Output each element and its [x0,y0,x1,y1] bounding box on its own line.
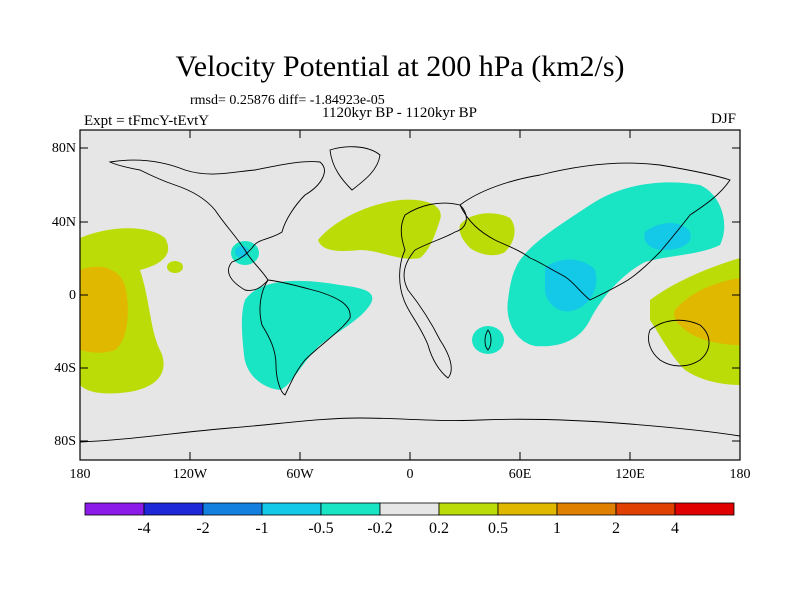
field-asia-negative-core-japan [644,223,691,250]
colorbar-label: -2 [196,520,210,537]
experiment-label: Expt = tFmcY-tEvtY [84,113,210,129]
colorbar-label: -4 [137,520,151,537]
colorbar-swatch [615,502,676,516]
field-atlantic-positive [318,199,441,259]
colorbar-swatch [674,502,735,516]
colorbar-swatch [261,502,322,516]
colorbar-swatch [379,502,440,516]
season-label: DJF [711,111,737,127]
colorbar-swatch [84,502,145,516]
colorbar-swatch [497,502,558,516]
map-frame [79,129,741,461]
colorbar-label: 4 [671,520,679,537]
lon-ticks [189,130,631,460]
coast-europe-africa [399,202,467,379]
lat-ticks [80,147,740,442]
lon-label-180w: 180 [69,467,91,482]
colorbar-label: -0.2 [367,520,393,537]
lon-label-0: 0 [406,467,414,482]
lon-label-180e: 180 [729,467,751,482]
colorbar-swatch [556,502,617,516]
lat-label-80s: 80S [54,434,76,449]
coast-asia [459,162,731,301]
field-madagascar-negative [472,326,504,354]
colorbar-swatch [143,502,204,516]
colorbar-swatch [202,502,263,516]
map-background [80,130,740,460]
lat-label-40s: 40S [54,361,76,376]
colorbar-label: -0.5 [308,520,334,537]
colorbar-label: 1 [553,520,561,537]
field-west-pacific-positive-core [674,278,740,345]
colorbar [84,502,735,516]
colorbar-swatch [438,502,499,516]
field-pacific-positive-core [80,266,128,353]
coast-australia [648,319,710,367]
colorbar-label: 0.2 [429,520,449,537]
anomaly-fields [80,182,740,394]
lon-label-120w: 120W [172,467,208,482]
coast-north-america [108,159,325,291]
field-small-positive-blob [167,261,183,273]
coast-madagascar [484,329,492,351]
period-subtitle: 1120kyr BP - 1120kyr BP [322,105,478,121]
coast-antarctica [79,417,741,443]
lon-label-60w: 60W [286,467,314,482]
lon-label-120e: 120E [615,467,645,482]
colorbar-label: 0.5 [488,520,508,537]
colorbar-label: 2 [612,520,620,537]
map-title: Velocity Potential at 200 hPa (km2/s) [175,50,625,83]
coast-south-america [259,279,351,396]
colorbar-label: -1 [255,520,269,537]
lon-label-60e: 60E [508,467,532,482]
lat-label-80n: 80N [51,141,76,156]
colorbar-swatch [320,502,381,516]
lat-label-40n: 40N [51,215,76,230]
field-south-america-negative [241,280,373,390]
field-central-america-core [235,246,249,258]
coast-greenland [329,146,381,191]
coastlines [79,146,741,443]
stats-subtitle: rmsd= 0.25876 diff= -1.84923e-05 [190,93,385,108]
lat-label-0: 0 [69,288,76,303]
